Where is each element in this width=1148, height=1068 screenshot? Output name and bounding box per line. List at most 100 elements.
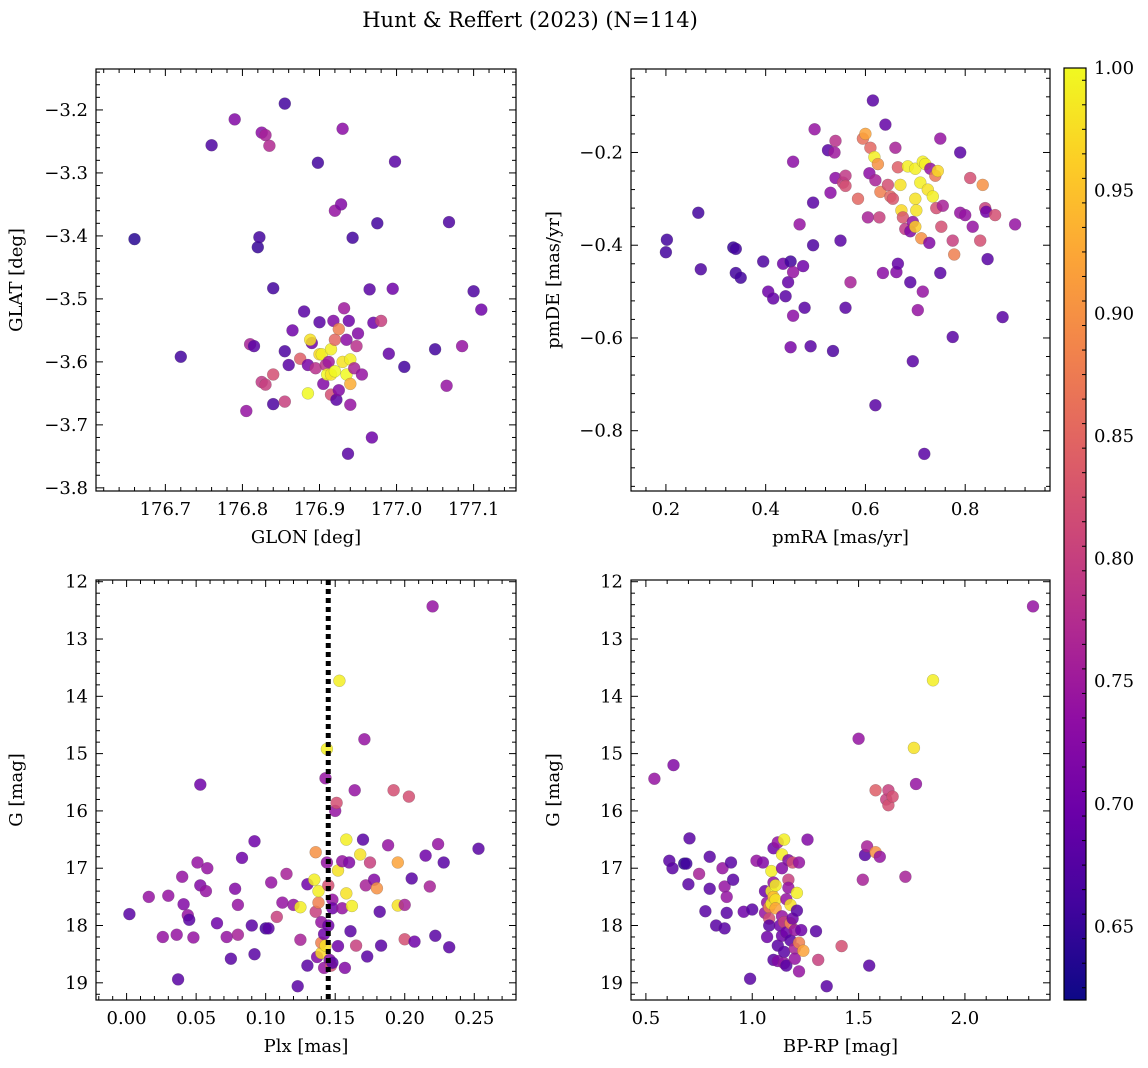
colorbar-tick-label: 0.95 <box>1094 181 1134 202</box>
data-point <box>171 973 185 986</box>
data-point <box>267 397 280 411</box>
y-tick-label: 16 <box>600 801 623 822</box>
data-point <box>278 395 291 408</box>
colorbar-tick-label: 0.75 <box>1094 671 1134 692</box>
x-tick-label: 0.10 <box>246 1008 286 1029</box>
data-point <box>682 878 695 891</box>
data-point <box>746 903 759 916</box>
data-point <box>356 833 370 846</box>
data-point <box>907 741 921 755</box>
data-point <box>966 220 979 233</box>
data-point <box>769 879 782 892</box>
y-tick-label: −3.8 <box>44 478 88 499</box>
data-point <box>784 341 797 354</box>
data-point <box>808 123 821 136</box>
x-tick-label: 1.5 <box>844 1008 873 1029</box>
data-point <box>765 864 778 878</box>
data-point <box>182 913 196 926</box>
data-point <box>334 198 348 211</box>
data-point <box>187 931 200 944</box>
data-point <box>866 94 880 107</box>
data-point <box>475 303 488 316</box>
data-point <box>361 950 374 963</box>
data-point <box>267 368 280 381</box>
data-point <box>330 796 343 810</box>
x-tick-label: 176.9 <box>294 499 346 520</box>
sky-position-panel: 176.7 176.8 176.9 177.0 177.1 −3.2 −3.3 −3.4 −3.… <box>6 68 517 548</box>
data-point <box>194 778 207 791</box>
x-tick-label: 0.2 <box>652 499 681 520</box>
data-point <box>974 234 987 247</box>
y-tick-label: −0.4 <box>579 235 623 256</box>
data-point <box>934 132 947 145</box>
data-point <box>374 314 388 328</box>
y-tick-label: −0.6 <box>579 328 623 349</box>
data-point <box>926 674 940 687</box>
data-point <box>405 872 418 885</box>
axes-frame <box>95 579 517 1001</box>
y-tick-label: −3.7 <box>44 415 88 436</box>
data-point <box>342 856 356 869</box>
y-tick-label: 12 <box>65 572 88 593</box>
data-point <box>349 939 363 952</box>
data-point <box>228 113 241 126</box>
data-point <box>954 146 967 159</box>
data-point <box>340 833 353 846</box>
data-point <box>692 867 706 881</box>
data-point <box>911 303 924 317</box>
data-point <box>869 784 882 797</box>
data-point <box>387 784 400 797</box>
data-point <box>199 884 213 898</box>
data-point <box>311 156 325 170</box>
data-point <box>245 919 259 932</box>
data-point <box>834 234 847 247</box>
data-point <box>358 733 371 746</box>
data-point <box>926 190 939 203</box>
x-tick-label: 176.7 <box>140 499 192 520</box>
data-point <box>301 959 314 972</box>
data-point <box>786 309 800 322</box>
data-point <box>220 930 233 944</box>
colorbar-tick-label: 0.90 <box>1094 303 1134 324</box>
data-point <box>801 833 814 846</box>
data-point <box>205 138 218 152</box>
data-point <box>170 928 183 941</box>
data-point <box>904 276 917 289</box>
x-tick-label: 1.0 <box>738 1008 767 1029</box>
axis-ticks <box>631 69 1050 491</box>
data-point <box>788 952 801 965</box>
data-point <box>128 232 141 246</box>
y-tick-label: 18 <box>65 916 88 937</box>
data-point <box>123 907 136 921</box>
data-point <box>812 953 825 967</box>
x-tick-label: 176.8 <box>217 499 269 520</box>
data-point <box>781 276 795 289</box>
x-tick-label: 0.5 <box>632 1008 661 1029</box>
data-point <box>336 122 349 136</box>
scatter-points <box>128 97 488 460</box>
data-point <box>798 301 811 314</box>
data-point <box>873 211 886 224</box>
data-point <box>981 252 994 266</box>
data-point <box>909 777 923 791</box>
data-point <box>322 355 335 369</box>
data-point <box>666 862 679 875</box>
data-point <box>859 127 872 141</box>
data-point <box>282 358 295 372</box>
data-point <box>309 846 322 859</box>
data-point <box>806 238 820 252</box>
data-point <box>382 347 395 360</box>
x-tick-label: 0.15 <box>315 1008 355 1029</box>
data-point <box>294 901 307 914</box>
data-point <box>240 404 253 418</box>
axis-ticks <box>96 580 517 1000</box>
data-point <box>259 128 272 142</box>
data-point <box>829 134 842 148</box>
data-point <box>442 215 456 229</box>
data-point <box>879 118 892 131</box>
y-tick-label: 15 <box>600 744 623 765</box>
data-point <box>286 324 299 337</box>
data-point <box>876 266 890 280</box>
data-point <box>790 904 804 917</box>
